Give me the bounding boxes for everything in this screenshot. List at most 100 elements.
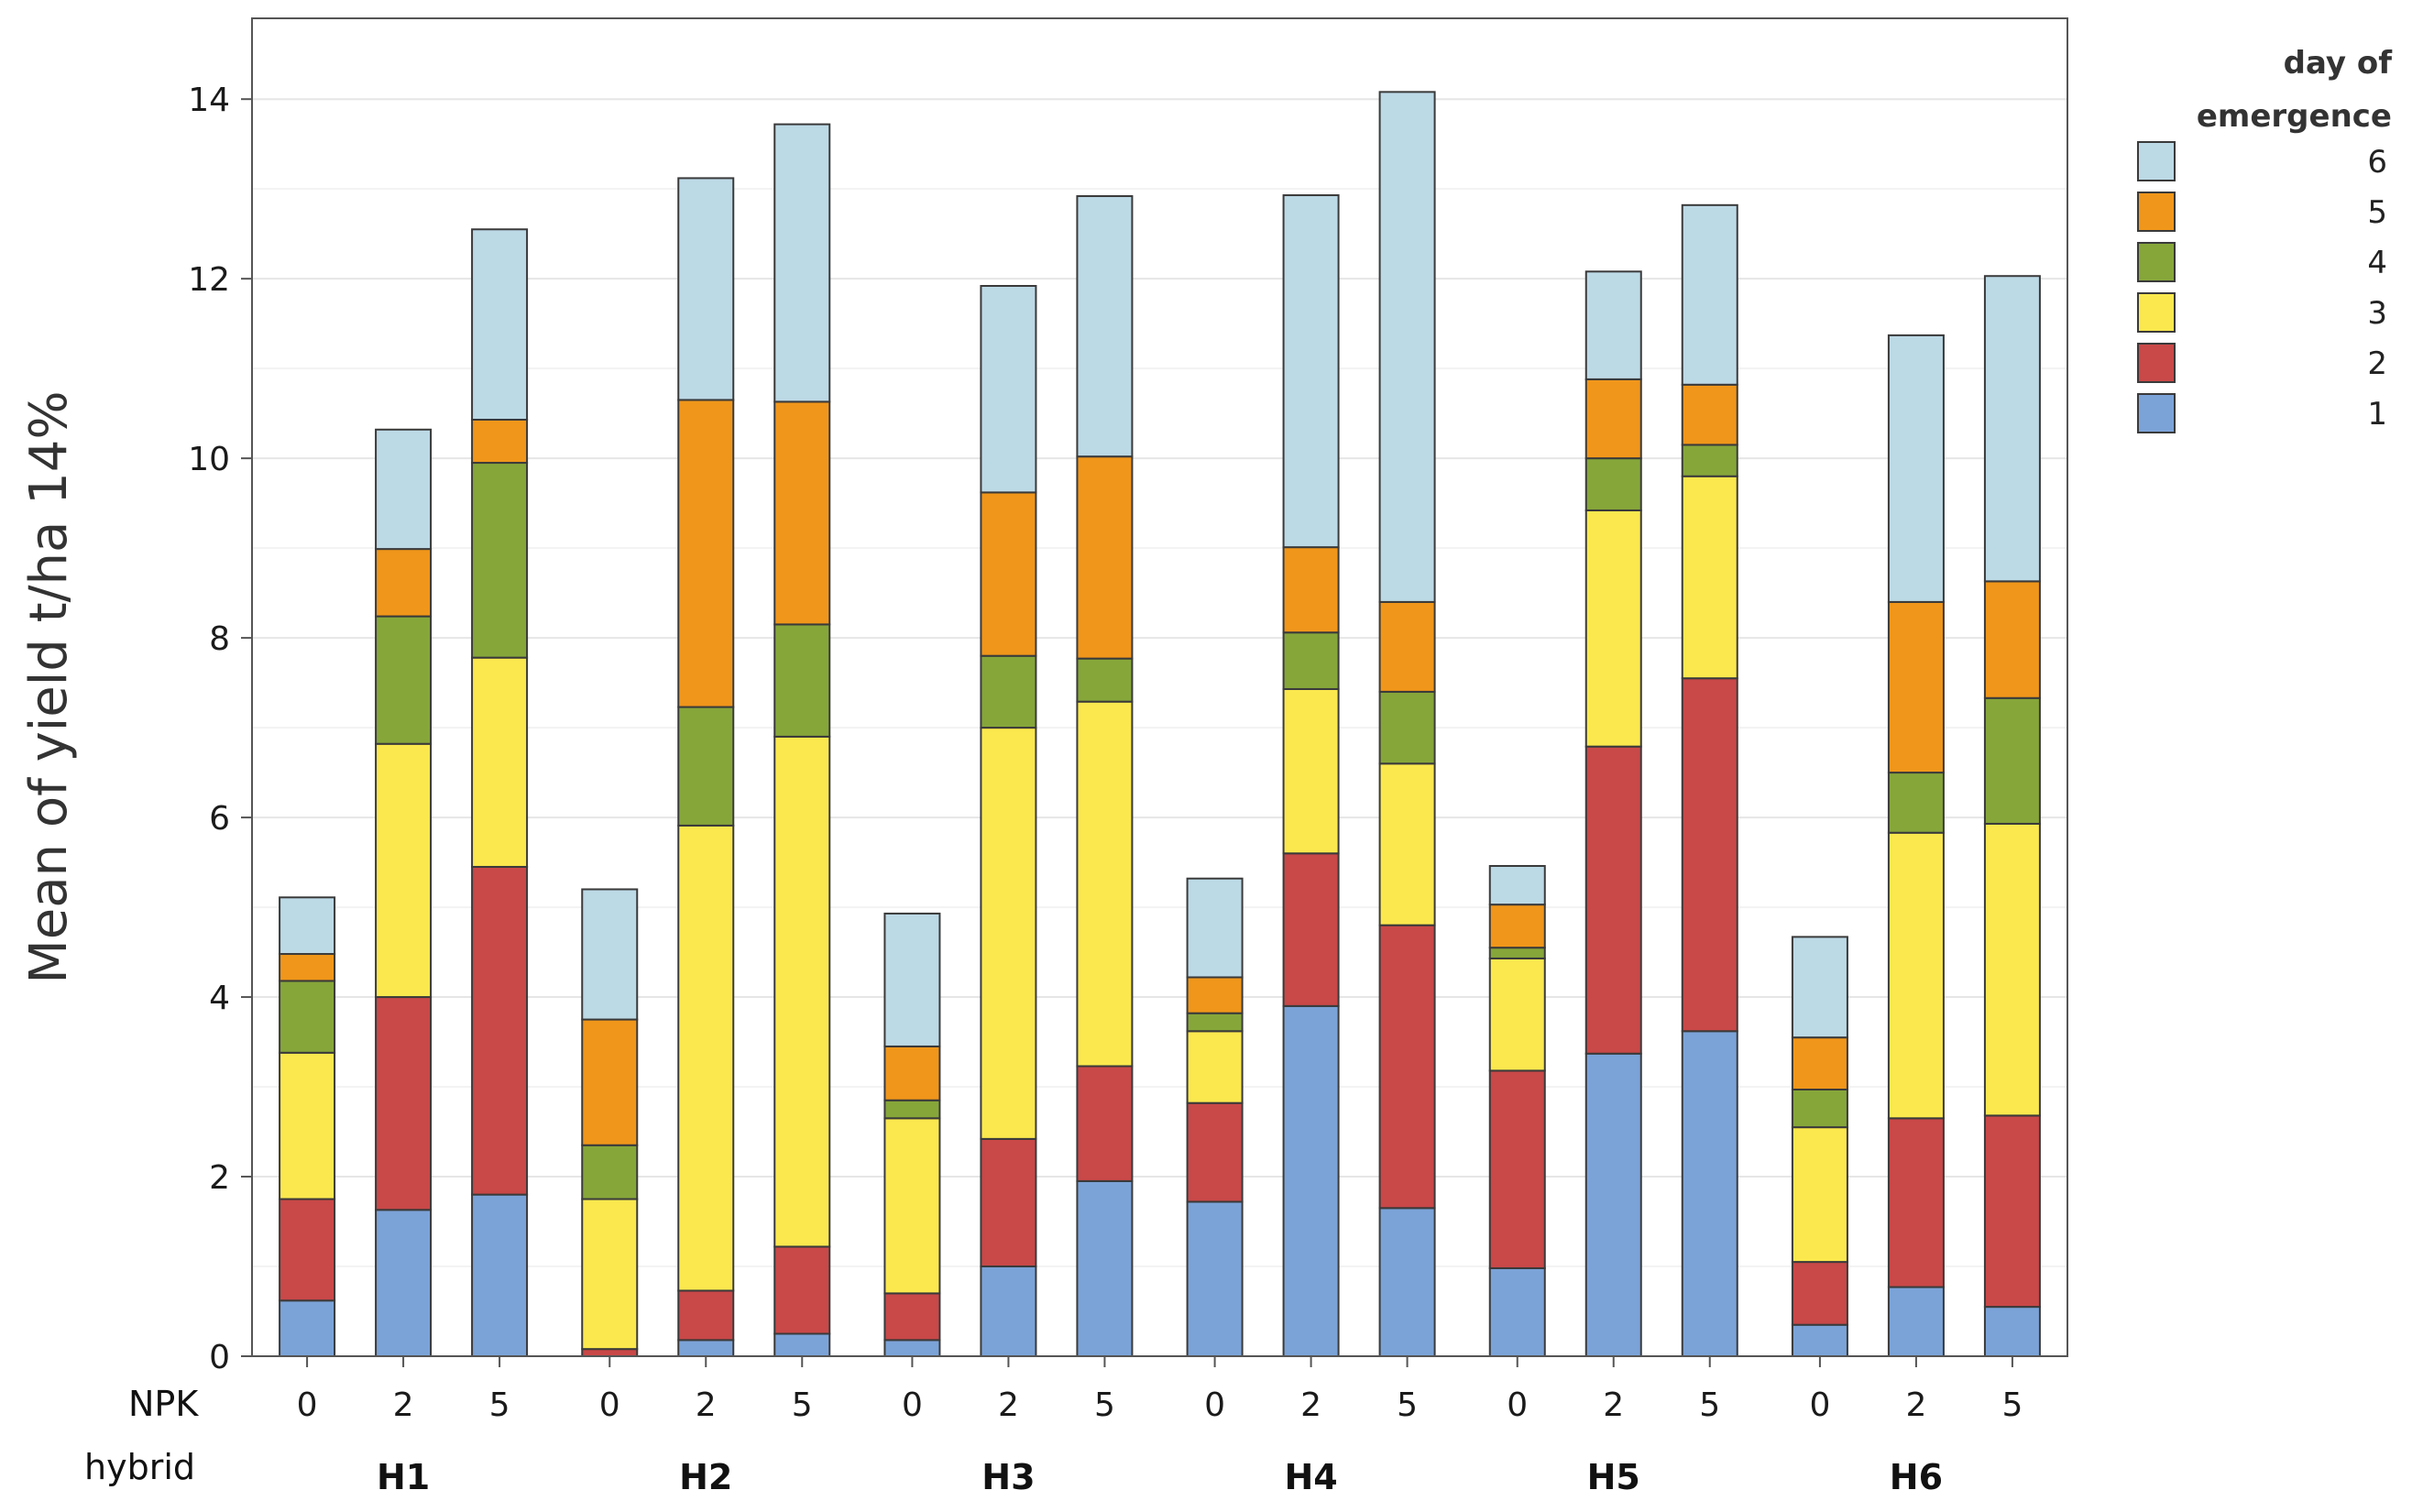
bar-segment: [471, 419, 529, 465]
bar-segment: [1378, 690, 1436, 765]
legend-label: 3: [2367, 295, 2387, 332]
x-tick-label-npk: 2: [393, 1386, 414, 1424]
y-axis-ticks: 0 2 4 6 8 10 12 14: [188, 82, 252, 1376]
legend-title: day of: [2284, 45, 2394, 82]
legend-label: 2: [2367, 345, 2387, 382]
bar-segment: [1378, 924, 1436, 1210]
bar-segment: [1681, 1030, 1738, 1357]
bar-segment: [1282, 1004, 1340, 1357]
bar-segment: [883, 1292, 941, 1342]
x-tick-label-npk: 0: [297, 1386, 318, 1424]
legend: day of emergence 6 5 4 3 2 1: [2137, 45, 2394, 433]
bar-segment: [883, 1045, 941, 1101]
plot-border: [251, 17, 2068, 1357]
y-tick-label: 8: [209, 620, 230, 658]
bar-segment: [1983, 580, 2041, 699]
bar-segment: [1584, 509, 1642, 748]
legend-swatch: [2137, 141, 2176, 181]
bar-segment: [1584, 270, 1642, 380]
bar-segment: [1887, 600, 1945, 774]
x-tick-label-npk: 2: [1603, 1386, 1624, 1424]
bar-segment: [773, 623, 831, 738]
bar-segment: [1488, 864, 1546, 906]
y-tick-label: 10: [188, 441, 230, 478]
bar-segment: [883, 1339, 941, 1358]
bar-segment: [1887, 772, 1945, 834]
legend-swatch: [2137, 192, 2176, 232]
bar-segment: [677, 399, 735, 708]
legend-swatch: [2137, 393, 2176, 433]
bar-segment: [581, 1348, 639, 1358]
bar-segment: [1186, 1030, 1244, 1104]
bar-segment: [1791, 1088, 1848, 1129]
legend-swatch: [2137, 292, 2176, 333]
bar-segment: [1983, 696, 2041, 825]
bars: [279, 91, 2041, 1358]
bar-segment: [1488, 904, 1546, 949]
bar-segment: [1378, 91, 1436, 603]
bar-segment: [581, 1144, 639, 1200]
bar-segment: [1887, 831, 1945, 1120]
bar-segment: [677, 177, 735, 401]
bar-segment: [773, 400, 831, 626]
y-tick-label: 2: [209, 1159, 230, 1197]
bar-segment: [1584, 1052, 1642, 1358]
x-group-label-hybrid: H5: [1587, 1457, 1640, 1497]
legend-swatch: [2137, 242, 2176, 282]
bar-segment: [677, 1339, 735, 1358]
bar-segment: [1681, 203, 1738, 386]
bar-segment: [773, 735, 831, 1248]
bar-segment: [1791, 936, 1848, 1039]
bar-segment: [1186, 1200, 1244, 1358]
bar-segment: [1887, 334, 1945, 603]
bar-segment: [1983, 275, 2041, 583]
bar-segment: [677, 706, 735, 827]
bar-segment: [1791, 1036, 1848, 1090]
bar-segment: [375, 1209, 433, 1357]
y-tick-label: 12: [188, 261, 230, 299]
bar-segment: [471, 1193, 529, 1357]
bar-segment: [279, 980, 336, 1054]
bar-segment: [1681, 444, 1738, 477]
bar-segment: [375, 428, 433, 551]
bar-segment: [1378, 600, 1436, 693]
legend-title: emergence: [2197, 98, 2392, 135]
bar-segment: [375, 615, 433, 745]
bar-segment: [980, 654, 1037, 729]
bar-segment: [1282, 687, 1340, 855]
bar-segment: [1983, 1306, 2041, 1358]
y-tick-label: 0: [209, 1339, 230, 1376]
legend-label: 4: [2367, 245, 2387, 281]
bar-segment: [1076, 455, 1134, 660]
x-tick-label-npk: 5: [1699, 1386, 1720, 1424]
y-tick-label: 4: [209, 980, 230, 1017]
bar-segment: [883, 1099, 941, 1120]
x-tick-label-npk: 2: [998, 1386, 1019, 1424]
bar-segment: [1584, 378, 1642, 460]
bar-segment: [1584, 745, 1642, 1055]
bar-segment: [1282, 194, 1340, 549]
x-group-label-hybrid: H3: [981, 1457, 1035, 1497]
bar-segment: [773, 1332, 831, 1357]
bar-segment: [1076, 195, 1134, 458]
bar-segment: [1791, 1126, 1848, 1264]
legend-label: 6: [2367, 144, 2387, 181]
bar-segment: [1983, 1114, 2041, 1309]
bar-segment: [471, 865, 529, 1196]
bar-segment: [279, 1299, 336, 1357]
bar-segment: [1791, 1323, 1848, 1358]
bar-segment: [1488, 1069, 1546, 1269]
x-group-label-hybrid: H2: [679, 1457, 732, 1497]
x-group-label-hybrid: H6: [1890, 1457, 1943, 1497]
bar-segment: [471, 228, 529, 421]
legend-swatch: [2137, 343, 2176, 383]
y-tick-label: 6: [209, 800, 230, 838]
y-axis-title: Mean of yield t/ha 14%: [19, 390, 79, 983]
legend-label: 1: [2367, 396, 2387, 433]
x-tick-label-npk: 0: [1809, 1386, 1830, 1424]
bar-segment: [471, 656, 529, 868]
x-tick-label-npk: 5: [489, 1386, 510, 1424]
x-tick-label-npk: 2: [1905, 1386, 1926, 1424]
bar-segment: [1488, 957, 1546, 1072]
bar-segment: [1681, 677, 1738, 1033]
